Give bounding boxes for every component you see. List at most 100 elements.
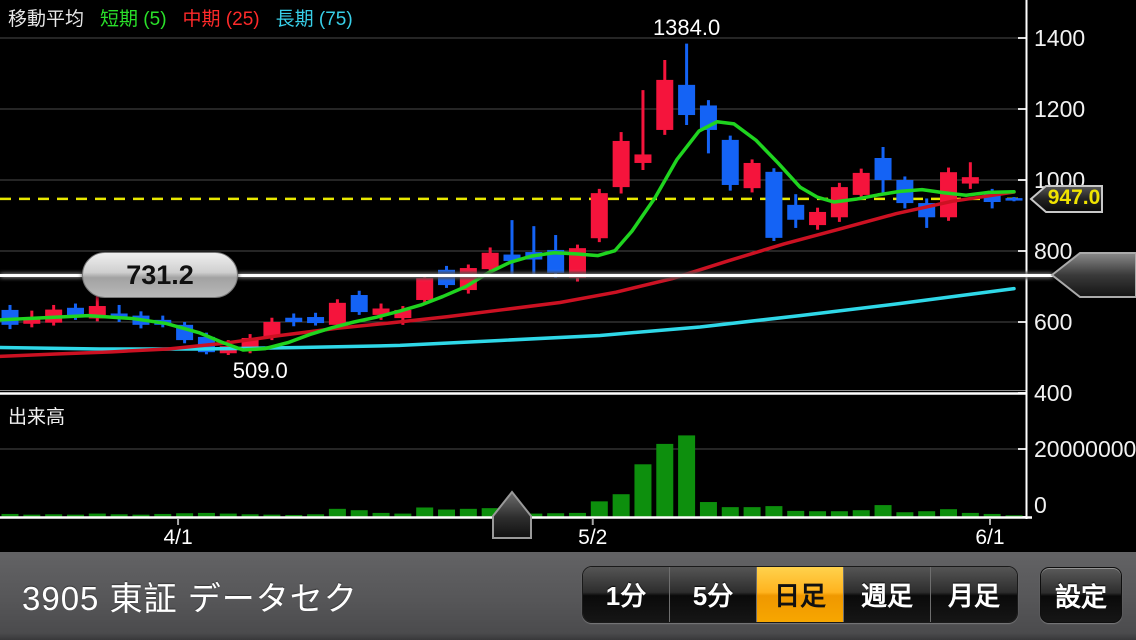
up-arrow-handle-icon: [492, 490, 532, 539]
candle-body: [459, 268, 477, 291]
candle-body: [416, 277, 434, 300]
candle-body: [961, 177, 979, 184]
candle-body: [765, 171, 783, 238]
y-axis-tick-label: 1400: [1034, 25, 1085, 51]
volume-bar: [961, 512, 979, 517]
volume-bar: [132, 514, 150, 517]
timeframe-button-5min[interactable]: 5分: [669, 567, 756, 622]
candle-body: [66, 307, 84, 318]
high-price-label: 1384.0: [652, 14, 721, 40]
moving-average-legend: 移動平均 短期 (5) 中期 (25) 長期 (75): [8, 4, 353, 31]
candle-body: [656, 79, 674, 130]
volume-bar: [830, 511, 848, 517]
legend-item-long: 長期 (75): [275, 9, 353, 30]
y-axis-tick-label: 1200: [1034, 96, 1085, 122]
volume-bar: [438, 509, 456, 517]
legend-item-short: 短期 (5): [100, 9, 167, 30]
volume-bar: [940, 509, 958, 517]
candle-body: [547, 249, 565, 274]
bottom-toolbar: 3905 東証 データセク 1分 5分 日足 週足 月足 設定: [0, 552, 1136, 640]
candle-body: [634, 154, 652, 163]
volume-bar: [394, 513, 412, 517]
volume-bar: [307, 514, 325, 517]
last-price-badge: 947.0: [1029, 183, 1105, 215]
volume-bar: [1005, 515, 1023, 517]
candle-body: [285, 317, 303, 322]
candle-body: [612, 140, 630, 188]
volume-bar: [809, 511, 827, 517]
volume-bar: [154, 513, 172, 517]
volume-bar: [176, 513, 194, 517]
volume-bar: [110, 514, 128, 517]
volume-bar: [459, 508, 477, 517]
candle-body: [23, 317, 41, 324]
timeframe-button-1min[interactable]: 1分: [583, 567, 669, 622]
candle-body: [481, 252, 499, 270]
stock-title: 3905 東証 データセク: [22, 580, 358, 617]
volume-bar: [568, 512, 586, 517]
volume-bar: [263, 514, 281, 517]
volume-bar: [416, 507, 434, 517]
crosshair-price-bubble[interactable]: 731.2: [82, 252, 238, 299]
legend-title: 移動平均: [8, 9, 85, 30]
volume-bar: [481, 508, 499, 517]
volume-bar: [328, 508, 346, 517]
volume-pane-title: 出来高: [8, 407, 66, 428]
volume-bar: [285, 514, 303, 517]
candle-body: [743, 162, 761, 189]
candle-body: [874, 157, 892, 180]
timeframe-button-daily[interactable]: 日足: [756, 567, 843, 622]
y-axis-tick-label: 600: [1034, 309, 1072, 335]
volume-bar: [590, 501, 608, 517]
volume-bar: [372, 512, 390, 517]
x-axis-label-apr: 4/1: [163, 526, 193, 549]
candle-body: [852, 172, 870, 195]
volume-bar: [896, 512, 914, 517]
volume-bar: [787, 510, 805, 517]
volume-bar: [23, 514, 41, 517]
x-axis-label-may: 5/2: [578, 526, 608, 549]
timeframe-button-monthly[interactable]: 月足: [930, 567, 1017, 622]
volume-axis-tick-label: 0: [1034, 492, 1047, 518]
x-axis-label-jun: 6/1: [975, 526, 1005, 549]
low-price-label: 509.0: [232, 358, 288, 384]
candle-body: [678, 84, 696, 116]
volume-bar: [45, 514, 63, 517]
settings-button[interactable]: 設定: [1040, 567, 1122, 623]
timeframe-button-weekly[interactable]: 週足: [843, 567, 930, 622]
candle-body: [307, 317, 325, 324]
volume-bar: [852, 510, 870, 517]
candle-body: [1005, 198, 1023, 201]
timeframe-segmented-control: 1分 5分 日足 週足 月足: [582, 566, 1018, 623]
candle-body: [328, 302, 346, 325]
volume-bar: [678, 435, 696, 517]
volume-bar: [743, 507, 761, 517]
price-tag-icon: [1029, 184, 1103, 213]
ma-line-short: [0, 120, 1016, 352]
candle-body: [503, 254, 521, 261]
volume-bar: [88, 513, 106, 517]
crosshair-drag-arrow[interactable]: [1050, 251, 1136, 299]
axis-drag-handle[interactable]: [491, 490, 533, 540]
volume-bar: [634, 464, 652, 517]
candle-body: [350, 295, 368, 313]
volume-bar: [1, 513, 19, 517]
volume-bar: [918, 511, 936, 517]
volume-bar: [350, 510, 368, 517]
volume-bar: [197, 512, 215, 517]
candle-body: [809, 211, 827, 226]
legend-item-mid: 中期 (25): [182, 9, 260, 30]
left-arrow-icon: [1050, 252, 1136, 299]
candle-body: [787, 204, 805, 220]
volume-bar: [241, 514, 259, 517]
volume-bar: [656, 443, 674, 517]
candle-body: [983, 193, 1001, 203]
volume-bar: [219, 513, 237, 517]
crosshair-horizontal-line[interactable]: [0, 273, 1053, 277]
y-axis-tick-label: 400: [1034, 380, 1072, 406]
candle-body: [263, 322, 281, 337]
candle-body: [590, 193, 608, 239]
last-price-value: 947.0: [1047, 185, 1101, 209]
volume-bar: [66, 514, 84, 517]
candle-body: [372, 308, 390, 315]
